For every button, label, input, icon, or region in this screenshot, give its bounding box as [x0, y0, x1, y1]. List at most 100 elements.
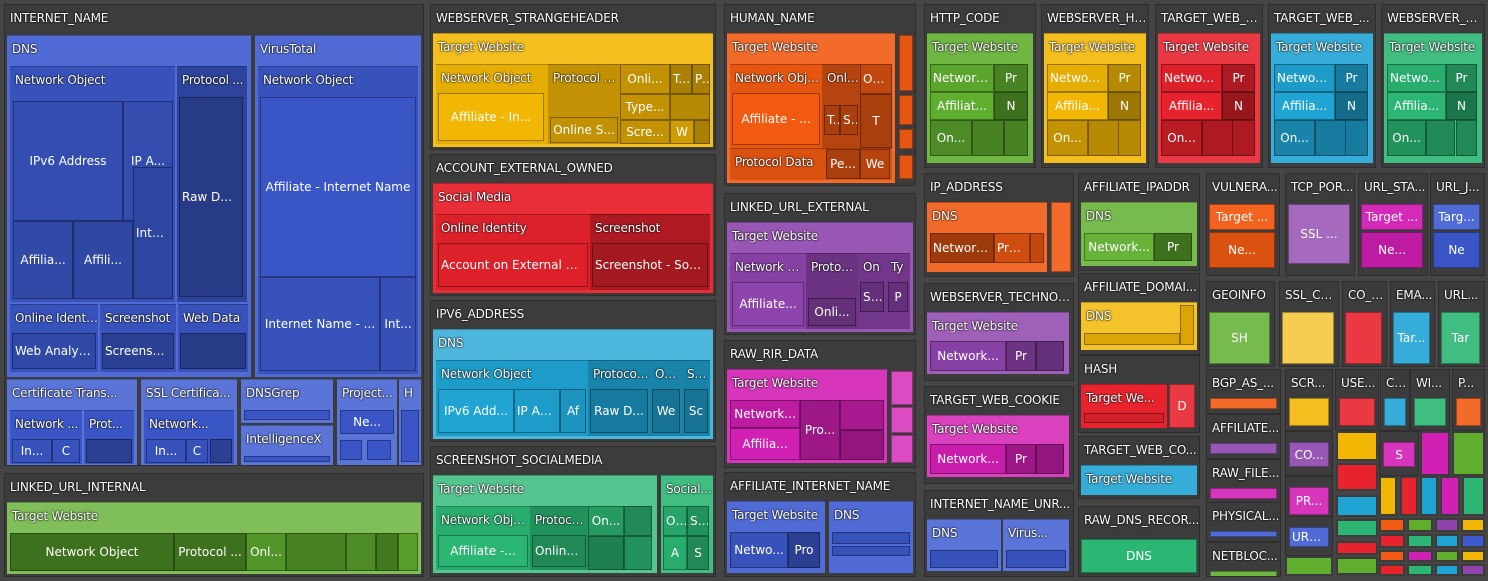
- data-cell[interactable]: [899, 129, 913, 149]
- data-cell[interactable]: [1435, 550, 1459, 562]
- data-cell[interactable]: C: [186, 439, 208, 463]
- subgroup[interactable]: Target Website Network ... Pr Affilia... N On…: [1044, 33, 1146, 163]
- data-cell[interactable]: [891, 435, 913, 463]
- subgroup[interactable]: Social Media Online Identity Account on Ex…: [433, 183, 713, 293]
- data-cell[interactable]: On...: [860, 64, 892, 94]
- data-cell[interactable]: Network...: [730, 400, 800, 428]
- data-cell[interactable]: Sc: [684, 389, 708, 433]
- data-cell[interactable]: SH: [1209, 312, 1270, 364]
- subgroup[interactable]: Online Identity Account on External Site: [436, 214, 590, 290]
- data-cell[interactable]: Affilia...: [1274, 92, 1335, 120]
- data-cell[interactable]: [1084, 333, 1180, 345]
- data-cell[interactable]: Pr: [1335, 64, 1368, 92]
- data-cell[interactable]: Account on External Site: [438, 243, 588, 287]
- data-cell[interactable]: Onli...: [620, 64, 670, 94]
- series-group[interactable]: CO_H...: [1342, 281, 1387, 367]
- data-cell[interactable]: [840, 400, 884, 430]
- data-cell[interactable]: On...: [1387, 120, 1426, 156]
- data-cell[interactable]: [1379, 564, 1405, 576]
- data-cell[interactable]: Affilia...: [1387, 92, 1446, 120]
- series-group[interactable]: IP_ADDRESS DNS Network ... Pro...: [924, 173, 1074, 277]
- data-cell[interactable]: Pro...: [800, 400, 840, 460]
- subgroup[interactable]: Network Object Affiliate - In...: [436, 64, 548, 144]
- data-cell[interactable]: Pr: [1006, 341, 1036, 371]
- data-cell[interactable]: On...: [588, 506, 624, 536]
- series-group[interactable]: HUMAN_NAME Target Website Network Object Af…: [724, 4, 916, 186]
- subgroup[interactable]: Target Website: [1081, 465, 1197, 495]
- subgroup[interactable]: Target Website Network... Pr: [927, 312, 1069, 374]
- subgroup[interactable]: Target We...: [1081, 384, 1167, 428]
- series-group[interactable]: HASH Target We... D: [1078, 355, 1200, 433]
- subgroup[interactable]: Screenshot Screenshot - Soc...: [590, 214, 710, 290]
- data-cell[interactable]: [1435, 564, 1459, 576]
- subgroup[interactable]: DNS Network Object IPv6 Address IP A... Affi…: [7, 35, 251, 377]
- data-cell[interactable]: Af: [560, 389, 586, 433]
- subgroup[interactable]: Prot...: [84, 410, 134, 464]
- data-cell[interactable]: Network ...: [1387, 64, 1446, 92]
- data-cell[interactable]: Online S...: [550, 117, 618, 143]
- data-cell[interactable]: Target ...: [1361, 204, 1423, 230]
- subgroup[interactable]: Target Website Network Object Affiliate - …: [433, 33, 713, 147]
- data-cell[interactable]: N: [1446, 92, 1477, 120]
- data-cell[interactable]: N: [1108, 92, 1141, 120]
- data-cell[interactable]: Pr: [1006, 444, 1036, 474]
- subgroup[interactable]: Protocol Data Pe... We: [730, 148, 892, 180]
- data-cell[interactable]: [286, 533, 346, 571]
- subgroup[interactable]: Network Obje... Affiliate -...: [436, 506, 530, 570]
- data-cell[interactable]: [401, 410, 419, 462]
- subgroup[interactable]: Network Object Affiliate - Internet Name I…: [258, 66, 418, 374]
- data-cell[interactable]: [899, 155, 913, 179]
- data-cell[interactable]: [340, 440, 362, 460]
- data-cell[interactable]: [1004, 120, 1028, 156]
- data-cell[interactable]: [1036, 341, 1064, 371]
- subgroup[interactable]: Social... On... Scr AS: [661, 475, 713, 573]
- subgroup[interactable]: Target Website Netwo... Pro: [727, 501, 825, 573]
- data-cell[interactable]: [1379, 534, 1405, 548]
- data-cell[interactable]: Affiliate - In...: [438, 93, 544, 141]
- data-cell[interactable]: Onl...: [246, 533, 286, 571]
- data-cell[interactable]: N: [994, 92, 1028, 120]
- data-cell[interactable]: [1180, 305, 1194, 345]
- subgroup[interactable]: Certificate Trans... Network ... In... C Pro…: [7, 379, 137, 465]
- subgroup[interactable]: Onl... We: [650, 360, 682, 436]
- data-cell[interactable]: [1088, 120, 1119, 156]
- data-cell[interactable]: [244, 456, 330, 462]
- subgroup[interactable]: Sc... Sc: [682, 360, 710, 436]
- data-cell[interactable]: Network Object: [10, 533, 174, 571]
- data-cell[interactable]: S: [687, 536, 709, 570]
- data-cell[interactable]: [1426, 120, 1455, 156]
- subgroup[interactable]: Protoc... Onli...: [806, 253, 858, 329]
- subgroup[interactable]: DNS: [1081, 302, 1197, 350]
- subgroup[interactable]: Onli... Typ Scr: [822, 64, 860, 148]
- data-cell[interactable]: N: [1335, 92, 1368, 120]
- series-group[interactable]: HTTP_CODE Target Website Network ... Pr Affi…: [924, 4, 1036, 168]
- data-cell[interactable]: Affili...: [73, 221, 133, 299]
- data-cell[interactable]: Typ: [824, 105, 840, 135]
- subgroup[interactable]: Network Object IPv6 Add... IP Ad... Af: [436, 360, 588, 436]
- series-group[interactable]: SCR...: [1285, 369, 1333, 431]
- series-group[interactable]: RAW_RIR_DATA Target Website Network... Pro.…: [724, 340, 916, 468]
- data-cell[interactable]: [1462, 476, 1485, 516]
- series-group[interactable]: URL... Tar: [1438, 281, 1485, 367]
- data-cell[interactable]: [1407, 534, 1433, 548]
- data-cell[interactable]: Network...: [930, 341, 1006, 371]
- subgroup[interactable]: Network Object IPv6 Address IP A... Affilia…: [10, 66, 175, 302]
- data-cell[interactable]: [1030, 233, 1044, 263]
- data-cell[interactable]: [1414, 398, 1446, 426]
- data-cell[interactable]: Affiliate - Internet Name: [260, 97, 416, 277]
- data-cell[interactable]: [398, 533, 418, 571]
- data-cell[interactable]: [1461, 550, 1485, 562]
- data-cell[interactable]: PR...: [1289, 487, 1329, 515]
- data-cell[interactable]: [1336, 463, 1378, 491]
- data-cell[interactable]: [1202, 120, 1233, 156]
- data-cell[interactable]: Network...: [930, 444, 1006, 474]
- series-group[interactable]: URL_J... Targ... Ne: [1430, 173, 1485, 276]
- subgroup[interactable]: Target Website Network... Pr Affilia... N On.…: [1271, 33, 1373, 163]
- data-cell[interactable]: We: [652, 389, 680, 433]
- subgroup[interactable]: On Scr: [858, 253, 886, 329]
- subgroup[interactable]: SSL Certifica... Network... In... C: [141, 379, 237, 465]
- data-cell[interactable]: [891, 371, 913, 405]
- data-cell[interactable]: [1435, 518, 1459, 532]
- data-cell[interactable]: Inte...: [133, 167, 173, 299]
- series-group[interactable]: ACCOUNT_EXTERNAL_OWNED Social Media Online…: [430, 154, 716, 296]
